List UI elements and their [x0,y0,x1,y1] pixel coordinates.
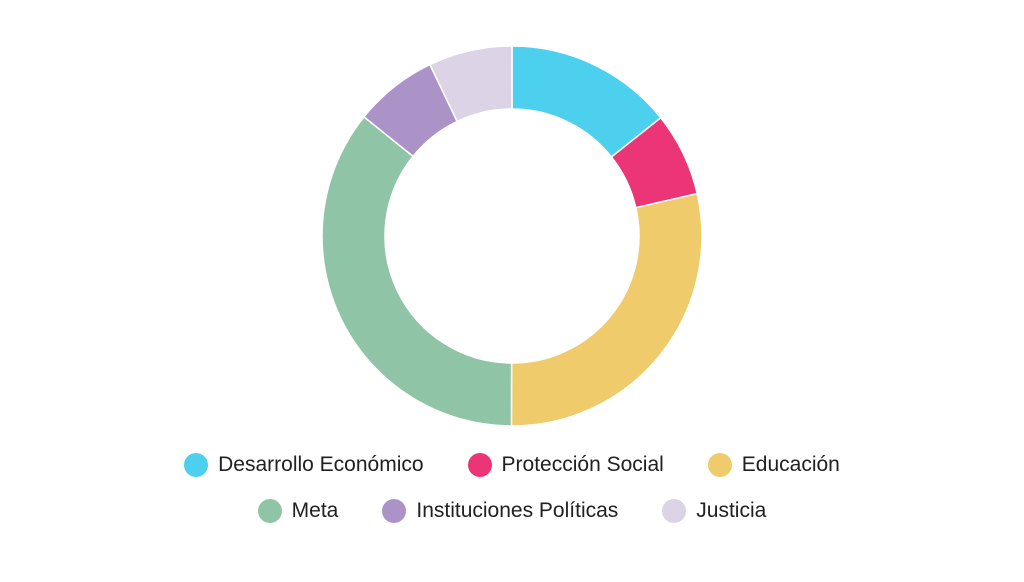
slice-justicia[interactable] [428,45,513,123]
legend-swatch [467,453,492,477]
legend-swatch [184,453,209,477]
legend-item-justicia[interactable]: Justicia [662,499,766,523]
legend-label: Desarrollo Económico [218,453,424,476]
legend-item-desarrollo-economico[interactable]: Desarrollo Económico [184,453,424,477]
legend-row-2: Meta Instituciones Políticas Justicia [0,499,1024,523]
legend-row-1: Desarrollo Económico Protección Social Edu… [0,453,1024,477]
legend-item-proteccion-social[interactable]: Protección Social [467,453,664,477]
legend-label: Educación [741,453,840,476]
legend-label: Instituciones Políticas [416,499,619,522]
legend-label: Meta [291,499,339,522]
slice-educacion[interactable] [510,192,703,427]
slice-meta[interactable] [321,115,513,427]
legend-item-meta[interactable]: Meta [257,499,339,523]
legend-item-instituciones-politicas[interactable]: Instituciones Políticas [382,499,618,523]
legend-swatch [662,499,687,523]
legend-swatch [707,453,732,477]
legend-label: Protección Social [501,453,664,476]
legend-swatch [382,499,407,523]
legend-item-educacion[interactable]: Educación [707,453,840,477]
legend-swatch [257,499,282,523]
legend-label: Justicia [696,499,767,522]
